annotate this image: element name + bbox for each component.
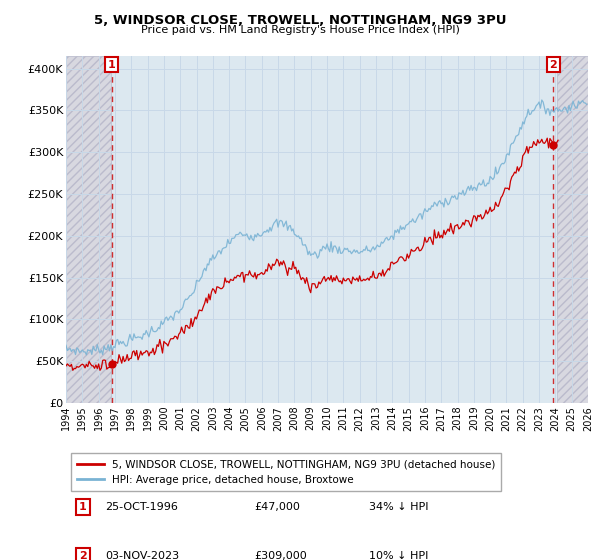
Bar [557, 56, 588, 403]
Bar [66, 56, 111, 403]
Text: 10% ↓ HPI: 10% ↓ HPI [369, 550, 428, 560]
Text: £309,000: £309,000 [254, 550, 307, 560]
Text: 5, WINDSOR CLOSE, TROWELL, NOTTINGHAM, NG9 3PU: 5, WINDSOR CLOSE, TROWELL, NOTTINGHAM, N… [94, 14, 506, 27]
Text: 2: 2 [550, 60, 557, 69]
Legend: 5, WINDSOR CLOSE, TROWELL, NOTTINGHAM, NG9 3PU (detached house), HPI: Average pr: 5, WINDSOR CLOSE, TROWELL, NOTTINGHAM, N… [71, 454, 502, 491]
Text: £47,000: £47,000 [254, 502, 300, 512]
Text: 1: 1 [107, 60, 115, 69]
Text: 34% ↓ HPI: 34% ↓ HPI [369, 502, 428, 512]
Text: 2: 2 [79, 550, 86, 560]
Text: Price paid vs. HM Land Registry's House Price Index (HPI): Price paid vs. HM Land Registry's House … [140, 25, 460, 35]
Text: 03-NOV-2023: 03-NOV-2023 [105, 550, 179, 560]
Text: 1: 1 [79, 502, 86, 512]
Text: 25-OCT-1996: 25-OCT-1996 [105, 502, 178, 512]
